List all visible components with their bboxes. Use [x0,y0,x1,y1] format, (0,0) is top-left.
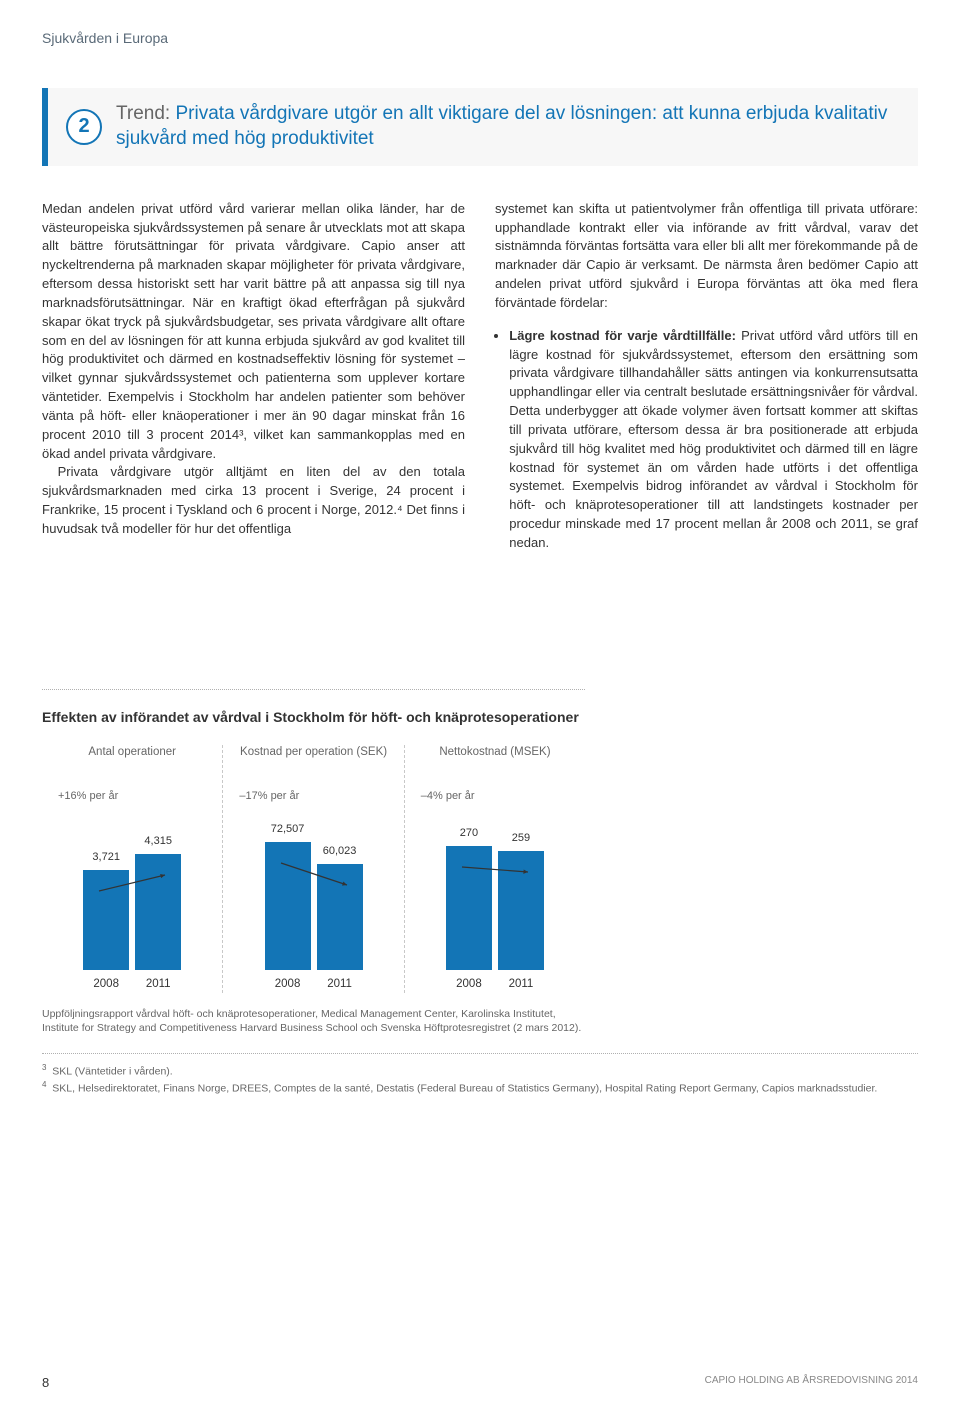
left-para-2: Privata vårdgivare utgör alltjämt en lit… [42,463,465,538]
chart-pct-label: +16% per år [54,789,210,805]
bar-value-label: 259 [512,831,530,847]
chart-row: Antal operationer +16% per år 3,721 2008 4,3… [42,745,585,993]
chart-group: Antal operationer +16% per år 3,721 2008 4,3… [42,745,223,993]
body-columns: Medan andelen privat utförd vård variera… [42,200,918,559]
chart-title: Effekten av införandet av vårdval i Stoc… [42,708,585,727]
bar-rect [265,842,311,970]
bar-column: 259 2011 [498,831,544,993]
right-column: systemet kan skifta ut patientvolymer fr… [495,200,918,559]
bar-rect [83,870,129,970]
chart-source: Uppföljningsrapport vårdval höft- och kn… [42,1007,585,1035]
chart-group-label: Antal operationer [54,745,210,775]
page-footer: 8 CAPIO HOLDING AB ÅRSREDOVISNING 2014 [42,1374,918,1393]
bar-rect [446,846,492,970]
left-column: Medan andelen privat utförd vård variera… [42,200,465,559]
page-number: 8 [42,1374,49,1393]
bar-year-label: 2011 [509,976,534,993]
bullet-item: Lägre kostnad för varje vårdtillfälle: P… [509,327,918,553]
bar-rect [135,854,181,970]
footnotes: 3 SKL (Väntetider i vården). 4 SKL, Hels… [42,1053,918,1096]
bullet-rest: Privat utförd vård utförs till en lägre … [509,328,918,550]
footnote-4: 4 SKL, Helsedirektoratet, Finans Norge, … [42,1079,918,1096]
bars-wrap: 270 2008 259 2011 [417,813,573,993]
bar-rect [317,864,363,970]
right-para-1: systemet kan skifta ut patientvolymer fr… [495,200,918,313]
bar-year-label: 2008 [275,976,301,993]
trend-callout: 2 Trend: Privata vårdgivare utgör en all… [42,88,918,165]
bar-column: 270 2008 [446,826,492,993]
bar-rect [498,851,544,970]
bar-column: 3,721 2008 [83,850,129,993]
chart-group: Kostnad per operation (SEK) –17% per år 72… [223,745,404,993]
document-page: Sjukvården i Europa 2 Trend: Privata vår… [0,0,960,1419]
bar-year-label: 2011 [327,976,352,993]
bar-value-label: 270 [460,826,478,842]
chart-pct-label: –17% per år [235,789,391,805]
bar-value-label: 72,507 [271,822,305,838]
left-para-1: Medan andelen privat utförd vård variera… [42,200,465,464]
footnote-3: 3 SKL (Väntetider i vården). [42,1062,918,1079]
bullet-list: Lägre kostnad för varje vårdtillfälle: P… [495,327,918,553]
section-header: Sjukvården i Europa [42,28,918,48]
bar-year-label: 2011 [146,976,171,993]
bar-value-label: 4,315 [144,834,172,850]
chart-group-label: Kostnad per operation (SEK) [235,745,391,775]
bar-column: 60,023 2011 [317,844,363,993]
chart-group-label: Nettokostnad (MSEK) [417,745,573,775]
doc-label: CAPIO HOLDING AB ÅRSREDOVISNING 2014 [705,1374,918,1393]
bullet-lead: Lägre kostnad för varje vårdtillfälle: [509,328,736,343]
bar-year-label: 2008 [456,976,482,993]
bar-column: 72,507 2008 [265,822,311,993]
chart-section: Effekten av införandet av vårdval i Stoc… [42,689,585,1035]
trend-lead: Trend: [116,103,170,124]
trend-number-badge: 2 [66,109,102,145]
bar-column: 4,315 2011 [135,834,181,993]
trend-title: Trend: Privata vårdgivare utgör en allt … [116,102,900,151]
bars-wrap: 3,721 2008 4,315 2011 [54,813,210,993]
bar-value-label: 3,721 [92,850,120,866]
bars-wrap: 72,507 2008 60,023 2011 [235,813,391,993]
bar-value-label: 60,023 [323,844,357,860]
chart-pct-label: –4% per år [417,789,573,805]
trend-title-text: Privata vårdgivare utgör en allt viktiga… [116,103,887,149]
bar-year-label: 2008 [93,976,119,993]
chart-group: Nettokostnad (MSEK)–4% per år27020082592… [405,745,585,993]
